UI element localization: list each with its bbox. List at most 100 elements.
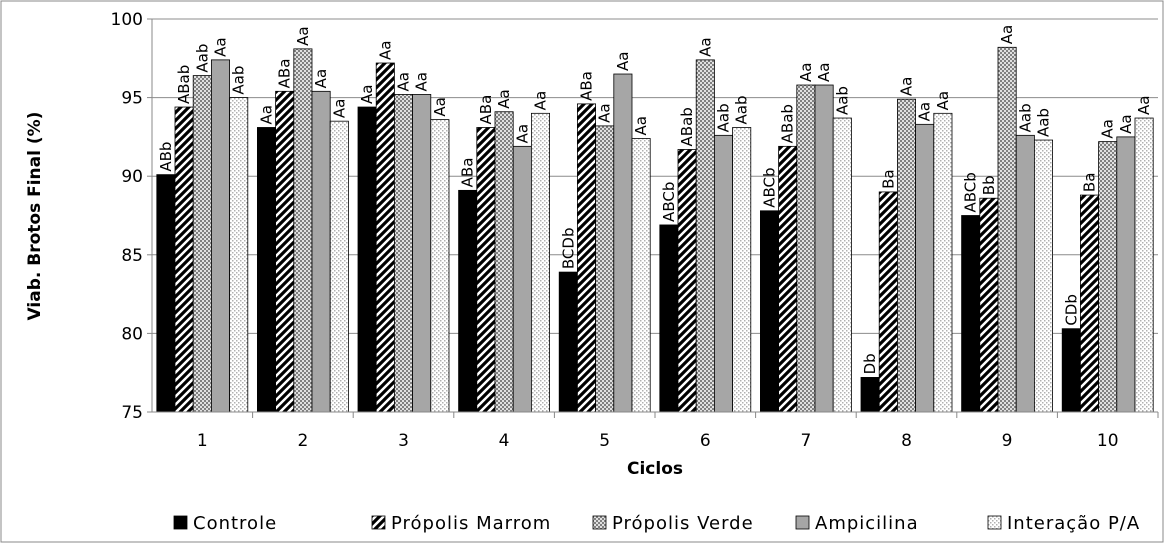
data-label: ABCb [761,167,779,207]
data-label: Aa [376,41,394,60]
bar [814,84,834,413]
bar [595,125,615,413]
bar [1061,328,1081,413]
bar [293,48,313,413]
data-label: Aa [614,52,632,71]
x-tick-label: 10 [1097,431,1119,451]
bar [832,117,852,413]
bar [613,73,633,413]
bar [558,271,578,413]
y-tick-label: 100 [111,10,143,30]
data-label: ABab [175,65,193,104]
bar [796,84,816,413]
bar [229,97,249,413]
data-label: Aa [596,103,614,122]
data-label: Ba [1081,173,1099,192]
y-tick-label: 90 [121,167,143,187]
data-label: Aa [632,116,650,135]
bar [531,112,551,413]
legend-swatch [371,515,386,530]
data-label: Aa [934,91,952,110]
x-tick-label: 7 [800,431,811,451]
data-label: Aa [395,72,413,91]
data-label: Aa [1135,96,1153,115]
x-tick-label: 6 [700,431,711,451]
data-label: ABa [459,158,477,188]
bar [375,62,395,413]
bar [1015,134,1035,413]
bar [174,106,194,413]
bar [778,145,798,413]
data-label: Aa [330,99,348,118]
bar [430,119,450,413]
legend-label: Própolis Verde [612,513,754,534]
data-label: ABCb [962,172,980,212]
bar [677,149,697,413]
bar [1134,117,1154,413]
x-tick-label: 9 [1002,431,1013,451]
bar [714,134,734,413]
bar [961,215,981,413]
data-label: ABab [779,104,797,143]
legend-swatch [592,515,607,530]
x-tick-label: 1 [197,431,208,451]
bar [933,112,953,413]
x-tick-label: 3 [398,431,409,451]
legend-label: Interação P/A [1007,513,1140,534]
legend-label: Ampicilina [815,513,919,534]
y-tick-label: 80 [121,324,143,344]
bar [1116,136,1136,413]
bar [897,98,917,413]
bar [760,210,780,413]
data-label: Aa [696,37,714,56]
y-tick-label: 95 [121,89,143,109]
data-label: Aa [815,63,833,82]
data-label: Aab [230,66,248,95]
data-label: ABab [678,107,696,146]
data-label: Aa [212,37,230,56]
x-tick-label: 4 [499,431,510,451]
legend-label: Própolis Marrom [391,513,551,534]
legend-swatch [987,515,1002,530]
bar [915,123,935,413]
data-label: Aab [715,103,733,132]
bar [393,94,413,413]
bar [210,59,230,413]
bar [458,189,478,413]
data-label: Db [861,353,879,374]
data-label: Aa [358,85,376,104]
legend-label: Controle [193,513,277,534]
data-label: ABa [477,95,495,125]
y-axis-label: Viab. Brotos Final (%) [25,112,45,321]
data-label: Ba [879,169,897,188]
data-label: Aa [513,124,531,143]
data-label: Aa [797,63,815,82]
data-label: Aa [312,69,330,88]
bar [512,145,532,413]
data-label: Aa [916,102,934,121]
bar [695,59,715,413]
bar [1098,141,1118,413]
data-label: Aa [495,89,513,108]
bar [156,174,176,413]
data-label: Aab [733,95,751,124]
data-label: BCDb [559,228,577,270]
bar [1080,194,1100,413]
bar [329,120,349,413]
data-label: Aa [1117,114,1135,133]
bar [275,90,295,413]
bar [1034,139,1054,413]
bar [256,127,276,413]
data-label: Aa [413,72,431,91]
bar [311,90,331,413]
data-label: Aa [1099,119,1117,138]
x-tick-label: 8 [901,431,912,451]
bar [979,197,999,413]
data-label: Aa [258,105,276,124]
data-label: Aab [1016,103,1034,132]
y-tick-label: 85 [121,246,143,266]
bar [577,103,597,413]
bar [878,191,898,413]
data-label: Aa [532,91,550,110]
